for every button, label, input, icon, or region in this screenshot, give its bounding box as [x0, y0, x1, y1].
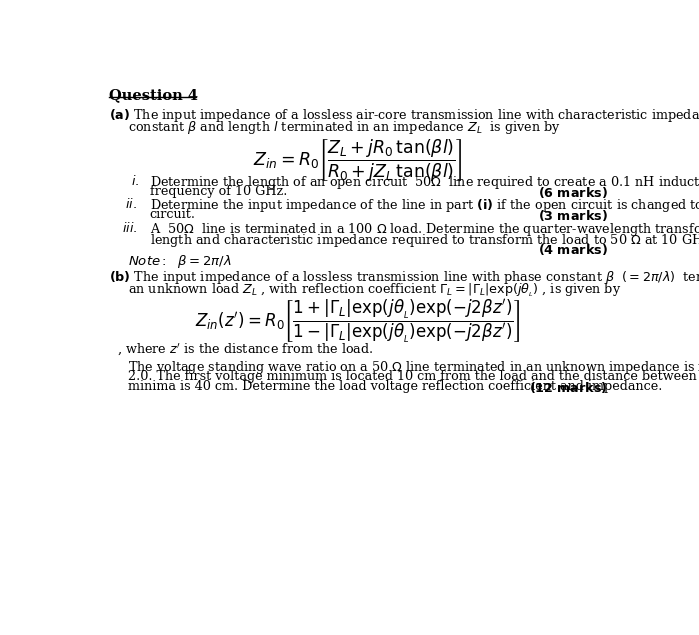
Text: 2.0. The first voltage minimum is located 10 cm from the load and the distance b: 2.0. The first voltage minimum is locate… — [128, 370, 699, 382]
Text: $\mathbf{(4\ marks)}$: $\mathbf{(4\ marks)}$ — [538, 243, 607, 257]
Text: $Z_{in} = R_0 \left[\dfrac{Z_L + jR_0\,\tan(\beta l)}{R_0 + jZ_L\,\tan(\beta l)}: $Z_{in} = R_0 \left[\dfrac{Z_L + jR_0\,\… — [254, 137, 463, 183]
Text: $Z_{in}(z') = R_0 \left[\dfrac{1 + |\Gamma_L|\exp(j\theta_{_{L}})\exp(-j2\beta z: $Z_{in}(z') = R_0 \left[\dfrac{1 + |\Gam… — [195, 297, 521, 345]
Text: Question 4: Question 4 — [109, 88, 198, 102]
Text: length and characteristic impedance required to transform the load to 50 $\Omega: length and characteristic impedance requ… — [150, 232, 699, 249]
Text: , where $z'$ is the distance from the load.: , where $z'$ is the distance from the lo… — [117, 341, 374, 357]
Text: $\mathit{i.}$: $\mathit{i.}$ — [131, 174, 139, 188]
Text: $\mathbf{(a)}$ The input impedance of a lossless air-core transmission line with: $\mathbf{(a)}$ The input impedance of a … — [109, 107, 699, 124]
Text: $\mathbf{(3\ marks)}$: $\mathbf{(3\ marks)}$ — [538, 208, 607, 224]
Text: $\mathbf{(12\ marks)}$: $\mathbf{(12\ marks)}$ — [528, 380, 607, 396]
Text: $\mathbf{(b)}$ The input impedance of a lossless transmission line with phase co: $\mathbf{(b)}$ The input impedance of a … — [109, 269, 699, 286]
Text: $\mathit{Note:}$  $\beta = 2\pi/\lambda$: $\mathit{Note:}$ $\beta = 2\pi/\lambda$ — [128, 253, 231, 271]
Text: $\mathit{iii.}$: $\mathit{iii.}$ — [122, 221, 137, 235]
Text: frequency of 10 GHz.: frequency of 10 GHz. — [150, 185, 287, 197]
Text: Determine the input impedance of the line in part $\mathbf{(i)}$ if the open cir: Determine the input impedance of the lin… — [150, 197, 699, 215]
Text: Determine the length of an open circuit  50$\Omega$  line required to create a 0: Determine the length of an open circuit … — [150, 174, 699, 191]
Text: The voltage standing wave ratio on a 50 $\Omega$ line terminated in an unknown i: The voltage standing wave ratio on a 50 … — [128, 359, 699, 376]
Text: A  50$\Omega$  line is terminated in a 100 $\Omega$ load. Determine the quarter-: A 50$\Omega$ line is terminated in a 100… — [150, 221, 699, 238]
Text: $\mathit{ii.}$: $\mathit{ii.}$ — [125, 197, 137, 211]
Text: $\mathbf{(6\ marks)}$: $\mathbf{(6\ marks)}$ — [538, 185, 607, 200]
Text: constant $\beta$ and length $l$ terminated in an impedance $Z_L$  is given by: constant $\beta$ and length $l$ terminat… — [128, 119, 561, 137]
Text: circuit.: circuit. — [150, 208, 196, 221]
Text: minima is 40 cm. Determine the load voltage reflection coefficient and impedance: minima is 40 cm. Determine the load volt… — [128, 380, 663, 393]
Text: an unknown load $Z_L$ , with reflection coefficient $\Gamma_L = |\Gamma_L|\exp(j: an unknown load $Z_L$ , with reflection … — [128, 281, 621, 298]
